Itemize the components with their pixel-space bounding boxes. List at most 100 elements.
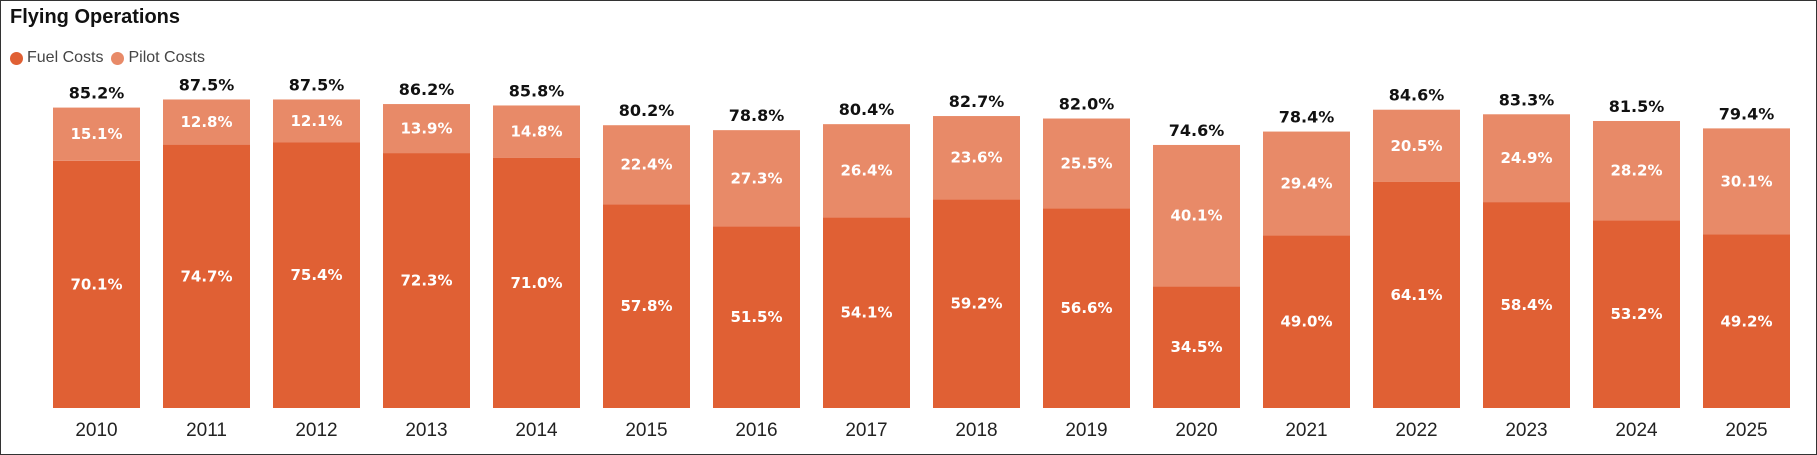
data-label-fuel-2024: 53.2% xyxy=(1610,305,1662,323)
legend-item-fuel-costs[interactable]: Fuel Costs xyxy=(10,49,103,67)
legend-swatch-fuel-costs xyxy=(10,51,23,65)
x-tick-label-2011: 2011 xyxy=(186,420,227,441)
data-label-pilot-2017: 26.4% xyxy=(840,162,892,180)
bar-fuel-2022[interactable] xyxy=(1373,181,1460,408)
total-label-2023: 83.3% xyxy=(1499,90,1555,109)
bar-pilot-2014[interactable] xyxy=(493,105,580,158)
x-tick-label-2019: 2019 xyxy=(1065,420,1107,441)
chart-legend: Fuel Costs Pilot Costs xyxy=(10,49,213,67)
data-label-fuel-2010: 70.1% xyxy=(70,275,122,293)
bar-fuel-2020[interactable] xyxy=(1153,286,1240,408)
bar-fuel-2014[interactable] xyxy=(493,157,580,408)
total-label-2011: 87.5% xyxy=(179,75,235,94)
x-tick-label-2012: 2012 xyxy=(295,420,337,441)
legend-item-pilot-costs[interactable]: Pilot Costs xyxy=(111,49,205,67)
bar-pilot-2019[interactable] xyxy=(1043,118,1130,209)
bar-fuel-2017[interactable] xyxy=(823,217,910,408)
data-label-fuel-2011: 74.7% xyxy=(180,267,232,285)
x-tick-label-2015: 2015 xyxy=(625,420,667,441)
total-label-2020: 74.6% xyxy=(1169,121,1225,140)
data-label-fuel-2025: 49.2% xyxy=(1720,312,1772,330)
bar-fuel-2015[interactable] xyxy=(603,204,690,408)
data-label-pilot-2021: 29.4% xyxy=(1280,174,1332,192)
total-label-2018: 82.7% xyxy=(949,92,1005,111)
bar-pilot-2011[interactable] xyxy=(163,99,250,145)
bar-pilot-2025[interactable] xyxy=(1703,128,1790,235)
bar-fuel-2019[interactable] xyxy=(1043,208,1130,408)
data-label-pilot-2014: 14.8% xyxy=(510,123,562,141)
bar-pilot-2015[interactable] xyxy=(603,125,690,205)
x-tick-label-2017: 2017 xyxy=(845,420,887,441)
data-label-pilot-2010: 15.1% xyxy=(70,125,122,143)
bar-pilot-2023[interactable] xyxy=(1483,114,1570,203)
bar-fuel-2018[interactable] xyxy=(933,199,1020,408)
bar-pilot-2017[interactable] xyxy=(823,124,910,218)
total-label-2022: 84.6% xyxy=(1389,86,1445,105)
x-tick-label-2024: 2024 xyxy=(1615,420,1658,441)
x-tick-label-2013: 2013 xyxy=(405,420,447,441)
bar-fuel-2016[interactable] xyxy=(713,226,800,408)
bar-pilot-2016[interactable] xyxy=(713,130,800,227)
x-tick-label-2021: 2021 xyxy=(1285,420,1327,441)
x-tick-label-2018: 2018 xyxy=(955,420,997,441)
bar-fuel-2013[interactable] xyxy=(383,153,470,408)
bar-pilot-2022[interactable] xyxy=(1373,109,1460,182)
data-label-pilot-2013: 13.9% xyxy=(400,120,452,138)
bar-fuel-2023[interactable] xyxy=(1483,202,1570,408)
data-label-fuel-2019: 56.6% xyxy=(1060,299,1112,317)
data-label-pilot-2022: 20.5% xyxy=(1390,137,1442,155)
total-label-2010: 85.2% xyxy=(69,84,125,103)
x-tick-label-2010: 2010 xyxy=(75,420,117,441)
total-label-2017: 80.4% xyxy=(839,100,895,119)
x-tick-label-2023: 2023 xyxy=(1505,420,1547,441)
x-tick-label-2022: 2022 xyxy=(1395,420,1437,441)
bar-fuel-2025[interactable] xyxy=(1703,234,1790,408)
data-label-fuel-2018: 59.2% xyxy=(950,295,1002,313)
bar-fuel-2021[interactable] xyxy=(1263,235,1350,408)
data-label-pilot-2012: 12.1% xyxy=(290,112,342,130)
data-label-fuel-2014: 71.0% xyxy=(510,274,562,292)
data-label-pilot-2019: 25.5% xyxy=(1060,154,1112,172)
bar-pilot-2020[interactable] xyxy=(1153,144,1240,287)
data-label-fuel-2016: 51.5% xyxy=(730,308,782,326)
data-label-fuel-2023: 58.4% xyxy=(1500,296,1552,314)
data-label-fuel-2022: 64.1% xyxy=(1390,286,1442,304)
data-label-pilot-2024: 28.2% xyxy=(1610,162,1662,180)
data-label-fuel-2015: 57.8% xyxy=(620,297,672,315)
bar-pilot-2024[interactable] xyxy=(1593,120,1680,221)
bar-fuel-2012[interactable] xyxy=(273,142,360,409)
bar-pilot-2018[interactable] xyxy=(933,116,1020,200)
data-label-pilot-2018: 23.6% xyxy=(950,149,1002,167)
data-label-fuel-2021: 49.0% xyxy=(1280,313,1332,331)
data-label-pilot-2015: 22.4% xyxy=(620,156,672,174)
total-label-2015: 80.2% xyxy=(619,101,675,120)
x-tick-label-2025: 2025 xyxy=(1725,420,1767,441)
data-label-fuel-2020: 34.5% xyxy=(1170,338,1222,356)
data-label-pilot-2020: 40.1% xyxy=(1170,207,1222,225)
data-label-fuel-2017: 54.1% xyxy=(840,304,892,322)
data-label-fuel-2012: 75.4% xyxy=(290,266,342,284)
bar-pilot-2010[interactable] xyxy=(53,107,140,161)
data-label-pilot-2025: 30.1% xyxy=(1720,172,1772,190)
total-label-2021: 78.4% xyxy=(1279,108,1335,127)
total-label-2014: 85.8% xyxy=(509,81,565,100)
bar-fuel-2010[interactable] xyxy=(53,160,140,408)
bar-fuel-2024[interactable] xyxy=(1593,220,1680,408)
bar-pilot-2013[interactable] xyxy=(383,104,470,154)
bar-fuel-2011[interactable] xyxy=(163,144,250,409)
total-label-2013: 86.2% xyxy=(399,80,455,99)
legend-label-fuel-costs: Fuel Costs xyxy=(27,49,104,66)
x-tick-label-2014: 2014 xyxy=(515,420,558,441)
legend-label-pilot-costs: Pilot Costs xyxy=(128,49,205,66)
x-tick-label-2016: 2016 xyxy=(735,420,777,441)
data-label-pilot-2016: 27.3% xyxy=(730,169,782,187)
chart-title: Flying Operations xyxy=(10,6,181,28)
total-label-2012: 87.5% xyxy=(289,75,345,94)
total-label-2024: 81.5% xyxy=(1609,97,1665,116)
total-label-2016: 78.8% xyxy=(729,106,785,125)
bar-pilot-2021[interactable] xyxy=(1263,131,1350,236)
bar-pilot-2012[interactable] xyxy=(273,99,360,143)
data-label-pilot-2011: 12.8% xyxy=(180,113,232,131)
